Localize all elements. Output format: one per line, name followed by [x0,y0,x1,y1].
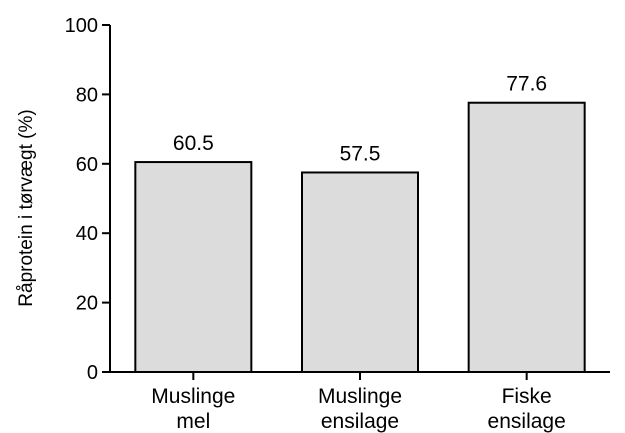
x-category-label: Muslinge [318,385,402,408]
y-axis-title: Råprotein i tørvægt (%) [16,109,37,306]
bars [134,101,586,373]
x-category-label: Muslinge [151,385,235,408]
bar [467,101,586,373]
y-tick-label: 20 [76,293,98,315]
data-labels: 60.5 57.5 77.6 [173,73,547,166]
bar-value-label: 60.5 [173,132,214,155]
bar [301,171,419,373]
y-tick-label: 80 [76,84,98,106]
y-axis: 0 20 40 60 80 100 [65,15,111,384]
y-tick-label: 40 [76,223,98,245]
bar-value-label: 57.5 [340,142,381,165]
bar [134,161,253,373]
x-axis [110,371,610,380]
bar-value-label: 77.6 [506,73,547,96]
y-tick-label: 0 [87,362,98,384]
x-category-label: Fiske [502,385,552,408]
y-tick-label: 60 [76,154,98,176]
x-category-label: mel [176,410,210,433]
y-tick-label: 100 [65,15,98,37]
x-category-label: ensilage [321,410,399,433]
x-category-label: ensilage [488,410,566,433]
